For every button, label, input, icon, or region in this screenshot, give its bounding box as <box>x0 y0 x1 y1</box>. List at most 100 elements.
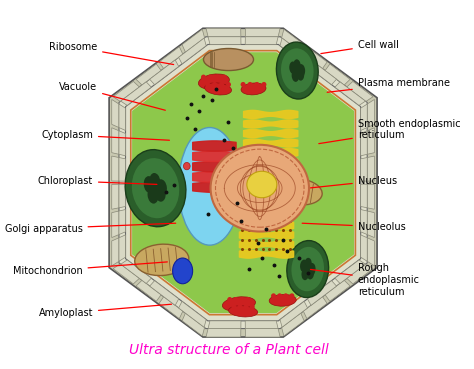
Ellipse shape <box>255 82 259 87</box>
Ellipse shape <box>205 83 231 95</box>
Ellipse shape <box>276 42 318 99</box>
Ellipse shape <box>226 82 231 87</box>
Polygon shape <box>112 238 119 266</box>
Polygon shape <box>119 104 126 131</box>
Ellipse shape <box>208 75 213 80</box>
Text: Chloroplast: Chloroplast <box>38 176 157 186</box>
Ellipse shape <box>233 297 238 302</box>
Text: Ultra structure of a Plant cell: Ultra structure of a Plant cell <box>128 342 328 356</box>
Ellipse shape <box>222 297 255 311</box>
Polygon shape <box>119 158 126 181</box>
Polygon shape <box>119 235 126 261</box>
Ellipse shape <box>231 304 237 310</box>
Polygon shape <box>112 99 119 128</box>
Ellipse shape <box>297 68 304 81</box>
Ellipse shape <box>203 48 254 70</box>
Polygon shape <box>179 301 206 327</box>
Polygon shape <box>246 28 280 37</box>
Ellipse shape <box>183 162 190 170</box>
Polygon shape <box>347 82 373 101</box>
Ellipse shape <box>241 82 246 87</box>
Polygon shape <box>159 297 183 319</box>
Text: Nucleus: Nucleus <box>310 176 397 188</box>
Polygon shape <box>308 60 337 85</box>
Polygon shape <box>119 37 367 328</box>
Polygon shape <box>182 313 205 336</box>
Ellipse shape <box>215 75 220 80</box>
Ellipse shape <box>298 64 305 77</box>
Ellipse shape <box>155 185 166 202</box>
Polygon shape <box>132 52 354 313</box>
Ellipse shape <box>293 59 301 72</box>
Polygon shape <box>361 131 367 156</box>
Polygon shape <box>112 156 119 181</box>
Polygon shape <box>367 238 374 266</box>
Polygon shape <box>347 264 373 284</box>
Ellipse shape <box>277 179 322 205</box>
Polygon shape <box>335 260 365 283</box>
Polygon shape <box>335 82 365 106</box>
Polygon shape <box>206 328 241 337</box>
Ellipse shape <box>228 306 258 317</box>
Ellipse shape <box>287 241 328 297</box>
Polygon shape <box>367 184 374 209</box>
Polygon shape <box>367 156 374 181</box>
Polygon shape <box>303 46 327 69</box>
Ellipse shape <box>135 244 189 276</box>
Text: Vacuole: Vacuole <box>59 82 165 110</box>
Polygon shape <box>150 281 179 306</box>
Ellipse shape <box>222 75 227 80</box>
Ellipse shape <box>227 297 232 302</box>
Ellipse shape <box>301 268 309 280</box>
Ellipse shape <box>292 247 324 291</box>
Ellipse shape <box>250 304 255 310</box>
Ellipse shape <box>144 176 155 193</box>
Polygon shape <box>282 313 304 336</box>
Ellipse shape <box>304 258 312 270</box>
Text: Plasma membrane: Plasma membrane <box>327 78 450 92</box>
Polygon shape <box>361 158 367 181</box>
Ellipse shape <box>212 82 217 87</box>
Polygon shape <box>121 260 151 283</box>
Polygon shape <box>280 301 308 327</box>
Ellipse shape <box>199 74 229 89</box>
Text: Nucleolus: Nucleolus <box>302 222 406 232</box>
Ellipse shape <box>247 171 277 198</box>
Ellipse shape <box>292 69 299 82</box>
Polygon shape <box>361 104 367 131</box>
Ellipse shape <box>201 75 206 80</box>
Polygon shape <box>206 28 241 37</box>
Ellipse shape <box>300 260 308 272</box>
Ellipse shape <box>149 173 160 190</box>
Ellipse shape <box>125 150 186 227</box>
Polygon shape <box>361 235 367 261</box>
Polygon shape <box>121 82 151 106</box>
Ellipse shape <box>237 162 244 170</box>
Ellipse shape <box>205 82 210 87</box>
Polygon shape <box>119 184 126 208</box>
Polygon shape <box>246 328 280 337</box>
Polygon shape <box>109 28 377 337</box>
Polygon shape <box>361 184 367 208</box>
Polygon shape <box>367 128 374 154</box>
Text: Cytoplasm: Cytoplasm <box>41 130 169 140</box>
Polygon shape <box>325 64 350 85</box>
Polygon shape <box>112 184 119 209</box>
Ellipse shape <box>246 297 251 302</box>
Polygon shape <box>208 321 241 328</box>
Ellipse shape <box>173 258 192 284</box>
Ellipse shape <box>277 293 282 299</box>
Text: Mitochondrion: Mitochondrion <box>13 262 167 276</box>
Text: Amyloplast: Amyloplast <box>38 304 172 318</box>
Polygon shape <box>245 321 278 328</box>
Ellipse shape <box>262 82 266 87</box>
Ellipse shape <box>308 263 316 276</box>
Ellipse shape <box>210 145 309 232</box>
Polygon shape <box>113 82 139 101</box>
Text: Golgi apparatus: Golgi apparatus <box>5 223 176 234</box>
Polygon shape <box>150 60 179 85</box>
Ellipse shape <box>283 293 288 299</box>
Ellipse shape <box>132 158 179 218</box>
Ellipse shape <box>178 128 241 245</box>
Polygon shape <box>303 297 327 319</box>
